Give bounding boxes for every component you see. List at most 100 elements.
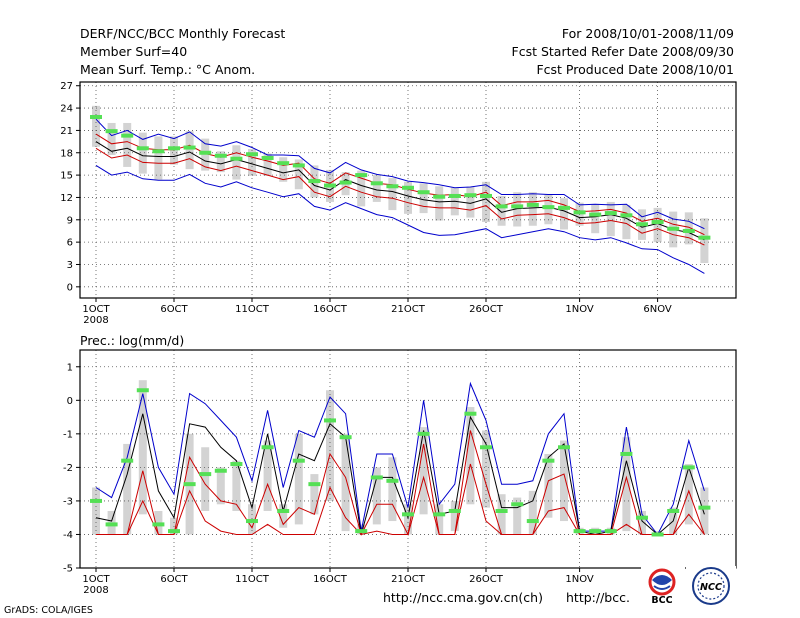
temp-xtick-label: 26OCT bbox=[469, 304, 504, 315]
temp-forecast-mark bbox=[402, 185, 414, 190]
temp-forecast-mark bbox=[246, 152, 258, 157]
temp-member-bar bbox=[107, 122, 116, 155]
temp-forecast-mark bbox=[183, 145, 196, 150]
temp-member-bar bbox=[216, 151, 225, 173]
temp-ytick-label: 3 bbox=[67, 260, 73, 271]
precip-line-mean bbox=[95, 413, 705, 536]
bcc-logo: BCC bbox=[641, 566, 685, 608]
precip-forecast-mark bbox=[542, 458, 555, 463]
temp-forecast-mark bbox=[511, 204, 524, 209]
precip-member-bar bbox=[263, 440, 272, 511]
temp-xtick-label: 6NOV bbox=[643, 304, 672, 315]
precip-member-bar bbox=[216, 467, 225, 505]
header-variable: Mean Surf. Temp.: °C Anom. bbox=[80, 62, 255, 77]
temp-member-bar bbox=[419, 183, 428, 214]
temp-forecast-mark bbox=[558, 205, 570, 210]
precip-member-bar bbox=[123, 443, 132, 535]
precip-ytick-label: -2 bbox=[63, 463, 73, 474]
precip-forecast-mark bbox=[636, 515, 648, 520]
precip-xtick-label: 6OCT bbox=[160, 574, 188, 585]
temp-forecast-mark bbox=[464, 193, 477, 198]
temperature-lines bbox=[95, 118, 705, 274]
ncc-logo-text: NCC bbox=[700, 582, 722, 593]
temp-forecast-mark bbox=[230, 156, 243, 161]
precip-line-upper bbox=[95, 381, 705, 536]
temp-ytick-label: 12 bbox=[60, 193, 73, 204]
temp-member-bar bbox=[294, 159, 303, 190]
temp-member-bar bbox=[544, 194, 553, 225]
precip-ytick-label: -4 bbox=[63, 530, 73, 541]
precip-forecast-mark bbox=[199, 472, 212, 477]
temp-forecast-mark bbox=[277, 161, 290, 166]
precip-forecast-mark bbox=[90, 498, 102, 503]
precip-member-bar bbox=[700, 487, 709, 535]
temp-member-bar bbox=[435, 186, 444, 221]
temp-member-bar bbox=[232, 145, 241, 180]
temp-member-bar bbox=[606, 201, 615, 237]
precip-forecast-mark bbox=[168, 529, 180, 534]
footer-url-ch[interactable]: http://ncc.cma.gov.cn(ch) bbox=[383, 590, 543, 605]
header-start-date: Fcst Started Refer Date 2008/09/30 bbox=[512, 44, 735, 59]
bcc-logo-text: BCC bbox=[651, 595, 672, 606]
precip-xtick-label: 1NOV bbox=[565, 574, 594, 585]
precip-ytick-label: 1 bbox=[67, 362, 73, 373]
temp-forecast-mark bbox=[386, 184, 399, 189]
precip-forecast-marks bbox=[90, 388, 711, 537]
precip-forecast-mark bbox=[183, 482, 196, 487]
temp-forecast-mark bbox=[292, 163, 305, 168]
temp-forecast-mark bbox=[698, 235, 711, 240]
precip-forecast-mark bbox=[620, 451, 633, 456]
temp-forecast-mark bbox=[682, 228, 695, 233]
temp-forecast-mark bbox=[214, 153, 227, 158]
temp-year-label: 2008 bbox=[83, 315, 108, 326]
ncc-logo: NCC bbox=[686, 566, 736, 608]
precip-forecast-mark bbox=[386, 478, 399, 483]
precip-forecast-mark bbox=[308, 482, 321, 487]
precip-xtick-label: 21OCT bbox=[391, 574, 426, 585]
precip-forecast-mark bbox=[651, 532, 664, 537]
precip-forecast-mark bbox=[136, 388, 149, 393]
precip-year-label: 2008 bbox=[83, 585, 108, 596]
precip-forecast-mark bbox=[230, 462, 243, 467]
precip-member-bar bbox=[201, 447, 210, 511]
temp-forecast-mark bbox=[355, 173, 368, 178]
temperature-axes: 0 3 6 9 12 15 18 21 24 27 1OCT 6OCT 11OCT 16OCT 21OCT 2… bbox=[60, 81, 737, 326]
temp-forecast-mark bbox=[308, 179, 321, 184]
precip-forecast-mark bbox=[339, 435, 352, 440]
temp-member-bar bbox=[684, 212, 693, 245]
temp-line-lower bbox=[95, 164, 705, 274]
precip-title: Prec.: log(mm/d) bbox=[80, 333, 184, 348]
precip-member-bar bbox=[341, 433, 350, 532]
precip-member-bar bbox=[435, 504, 444, 535]
temp-forecast-mark bbox=[339, 180, 352, 185]
temp-member-bar bbox=[653, 207, 662, 243]
precip-forecast-mark bbox=[417, 431, 430, 436]
footer-url-bcc[interactable]: http://bcc. bbox=[566, 590, 630, 605]
precip-forecast-mark bbox=[370, 475, 383, 480]
precip-member-bar bbox=[560, 440, 568, 522]
precip-member-bar bbox=[497, 494, 506, 535]
precip-ytick-label: -3 bbox=[63, 496, 73, 507]
precip-member-bar bbox=[279, 504, 288, 528]
temp-member-bar bbox=[185, 131, 194, 170]
precip-forecast-mark bbox=[433, 512, 446, 517]
temp-forecast-mark bbox=[573, 210, 586, 215]
precip-member-bar bbox=[622, 437, 631, 532]
precip-member-bar bbox=[513, 497, 522, 535]
temp-member-bar bbox=[513, 192, 522, 227]
temp-forecast-mark bbox=[604, 211, 617, 216]
temp-member-bar bbox=[482, 181, 490, 223]
precip-member-bar bbox=[450, 500, 459, 532]
temp-forecast-mark bbox=[589, 212, 602, 217]
header-title: DERF/NCC/BCC Monthly Forecast bbox=[80, 26, 285, 41]
temp-forecast-mark bbox=[480, 193, 492, 198]
precip-member-bar bbox=[684, 464, 693, 525]
precip-forecast-mark bbox=[682, 465, 695, 470]
temp-forecast-mark bbox=[121, 133, 134, 138]
precip-ytick-label: -1 bbox=[63, 429, 73, 440]
temp-member-bar bbox=[138, 132, 147, 174]
precip-member-bar bbox=[326, 390, 334, 501]
